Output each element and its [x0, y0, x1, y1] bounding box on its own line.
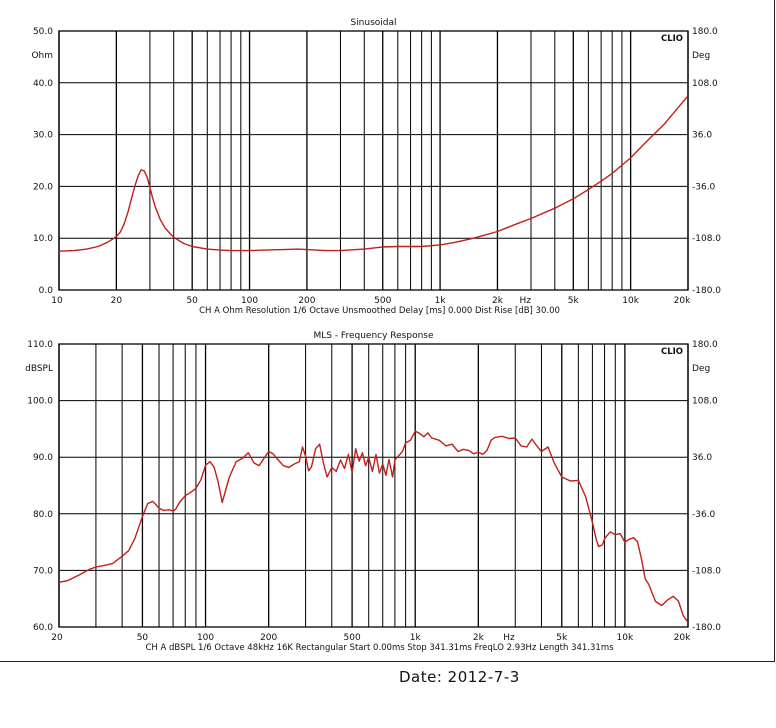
x-tick-label: 200: [260, 633, 277, 643]
y-tick-label: 20.0: [33, 182, 53, 192]
y-right-tick-label: 180.0: [692, 340, 718, 350]
x-tick-label: 50: [137, 633, 149, 643]
plot-border: [58, 343, 689, 628]
y-tick-label: 70.0: [33, 566, 53, 576]
y-axis-label: dBSPL: [25, 364, 53, 374]
plot-area: [59, 344, 688, 627]
x-tick-label: 10k: [617, 633, 634, 643]
chart-footer: CH A Ohm Resolution 1/6 Octave Unsmoothe…: [199, 306, 560, 316]
y-right-tick-label: 180.0: [692, 27, 718, 37]
y-tick-label: 100.0: [27, 397, 53, 407]
x-tick-label: 20k: [674, 633, 691, 643]
y-tick-label: 60.0: [33, 623, 53, 633]
y-right-tick-label: -180.0: [692, 623, 721, 633]
x-unit-label: Hz: [503, 633, 515, 643]
brand-label: CLIO: [661, 34, 683, 44]
x-tick-label: 10k: [622, 296, 639, 306]
x-tick-label: 50: [186, 296, 198, 306]
y-right-tick-label: -180.0: [692, 286, 721, 296]
x-unit-label: Hz: [520, 296, 532, 306]
plot-area: [59, 31, 688, 290]
figure-border: [0, 0, 775, 662]
chart-impedance: Sinusoidal 0.0 10.0 20.0 30.0 40.0 50.0 Ohm -180…: [31, 18, 721, 316]
y-right-tick-label: 36.0: [692, 131, 712, 141]
chart-frequency-response: MLS - Frequency Response 60.0 70.0 80.0 90.0…: [25, 331, 721, 653]
brand-label: CLIO: [661, 347, 683, 357]
x-tick-label: 500: [344, 633, 361, 643]
y-tick-label: 50.0: [33, 27, 53, 37]
y-right-axis-label: Deg: [692, 364, 710, 374]
x-tick-label: 1k: [435, 296, 447, 306]
x-tick-label: 5k: [556, 633, 568, 643]
y-right-tick-label: -108.0: [692, 234, 721, 244]
y-tick-label: 0.0: [39, 286, 54, 296]
y-right-tick-label: -36.0: [692, 510, 716, 520]
x-tick-label: 20: [51, 633, 63, 643]
y-tick-label: 40.0: [33, 79, 53, 89]
y-right-axis-label: Deg: [692, 51, 710, 61]
y-right-tick-label: 108.0: [692, 397, 718, 407]
x-tick-label: 2k: [473, 633, 485, 643]
y-tick-label: 110.0: [27, 340, 53, 350]
date-label: Date: 2012-7-3: [399, 668, 520, 686]
x-tick-label: 20k: [674, 296, 691, 306]
y-tick-label: 30.0: [33, 131, 53, 141]
x-tick-label: 20: [111, 296, 123, 306]
x-tick-label: 500: [374, 296, 391, 306]
x-tick-label: 10: [51, 296, 63, 306]
y-axis-label: Ohm: [31, 51, 53, 61]
y-tick-label: 10.0: [33, 234, 53, 244]
y-right-tick-label: 36.0: [692, 453, 712, 463]
plot-border: [58, 30, 689, 291]
x-tick-label: 100: [197, 633, 214, 643]
x-tick-label: 5k: [568, 296, 580, 306]
x-tick-label: 2k: [492, 296, 504, 306]
x-tick-label: 100: [241, 296, 258, 306]
y-tick-label: 90.0: [33, 453, 53, 463]
chart-title: MLS - Frequency Response: [313, 331, 434, 341]
chart-title: Sinusoidal: [350, 18, 396, 28]
y-right-tick-label: 108.0: [692, 79, 718, 89]
y-tick-label: 80.0: [33, 510, 53, 520]
x-tick-label: 200: [298, 296, 315, 306]
y-right-tick-label: -36.0: [692, 182, 716, 192]
y-right-tick-label: -108.0: [692, 566, 721, 576]
series-line-impedance: [58, 95, 689, 252]
chart-footer: CH A dBSPL 1/6 Octave 48kHz 16K Rectangu…: [145, 643, 614, 653]
x-tick-label: 1k: [410, 633, 422, 643]
series-line-spl: [58, 430, 689, 623]
